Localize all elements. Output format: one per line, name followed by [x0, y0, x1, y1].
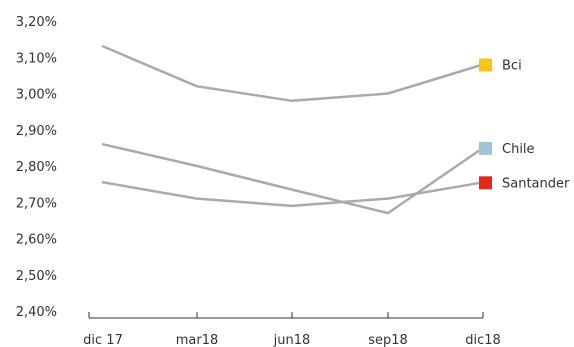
legend-swatch-bci: [479, 58, 492, 72]
x-axis: dic 17 mar18 jun18 sep18 dic18: [83, 312, 501, 347]
x-tick-label: jun18: [273, 333, 311, 347]
y-tick-label: 2,60%: [16, 233, 57, 248]
y-tick-label: 3,00%: [16, 88, 57, 103]
y-tick-label: 2,70%: [16, 196, 57, 211]
legend-label-bci: Bci: [502, 59, 522, 74]
series-line-bci: [101, 45, 485, 103]
x-tick-label: dic 17: [83, 333, 123, 347]
legend-label-santander: Santander: [502, 176, 570, 191]
y-axis-labels: 3,20% 3,10% 3,00% 2,90% 2,80% 2,70% 2,60% 2,50%…: [16, 15, 57, 320]
x-tick-label: mar18: [176, 333, 219, 347]
legend: Bci Chile Santander: [479, 58, 570, 191]
y-tick-label: 3,10%: [16, 51, 57, 66]
legend-swatch-santander: [479, 176, 492, 190]
x-tick-label: sep18: [368, 333, 408, 347]
legend-label-chile: Chile: [502, 142, 535, 157]
series-line-chile: [101, 143, 485, 215]
y-tick-label: 2,90%: [16, 124, 57, 139]
series-lines: [101, 45, 485, 215]
y-tick-label: 2,40%: [16, 305, 57, 320]
x-tick-label: dic18: [465, 333, 501, 347]
y-tick-label: 2,50%: [16, 269, 57, 284]
y-tick-label: 3,20%: [16, 15, 57, 30]
y-tick-label: 2,80%: [16, 160, 57, 175]
legend-swatch-chile: [479, 141, 492, 155]
